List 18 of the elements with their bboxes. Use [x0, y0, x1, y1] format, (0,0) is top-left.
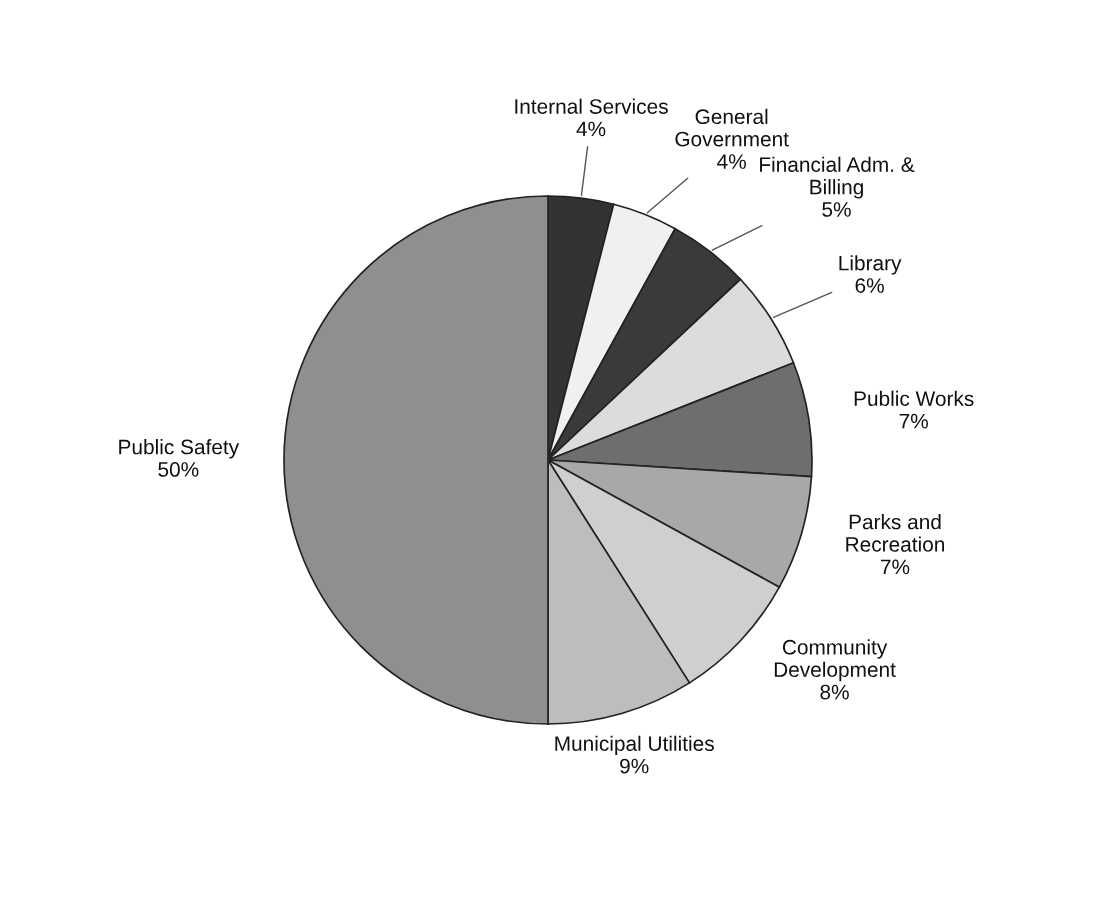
slice-label: Internal Services: [515, 98, 668, 114]
slice-label: Municipal Utilities: [555, 735, 714, 756]
data-label: 8%: [820, 684, 849, 700]
data-label: 5%: [822, 202, 851, 217]
slice-label: Public Works: [854, 390, 974, 407]
data-label: 7%: [899, 413, 928, 429]
data-label: 7%: [881, 559, 910, 575]
slice-label: General Government: [675, 108, 789, 147]
data-label: 4%: [576, 121, 606, 137]
slice-label: Parks and Recreation: [846, 514, 945, 552]
data-label: 4%: [717, 154, 746, 169]
slice-label: Community Development: [774, 639, 896, 682]
slice-label: Library: [839, 255, 902, 275]
data-label: 50%: [158, 462, 199, 477]
data-label: 9%: [620, 758, 649, 774]
slice-label: Public Safety: [119, 439, 240, 459]
data-label: 6%: [855, 278, 884, 293]
slice-label: Financial Adm. & Billing: [760, 156, 915, 199]
